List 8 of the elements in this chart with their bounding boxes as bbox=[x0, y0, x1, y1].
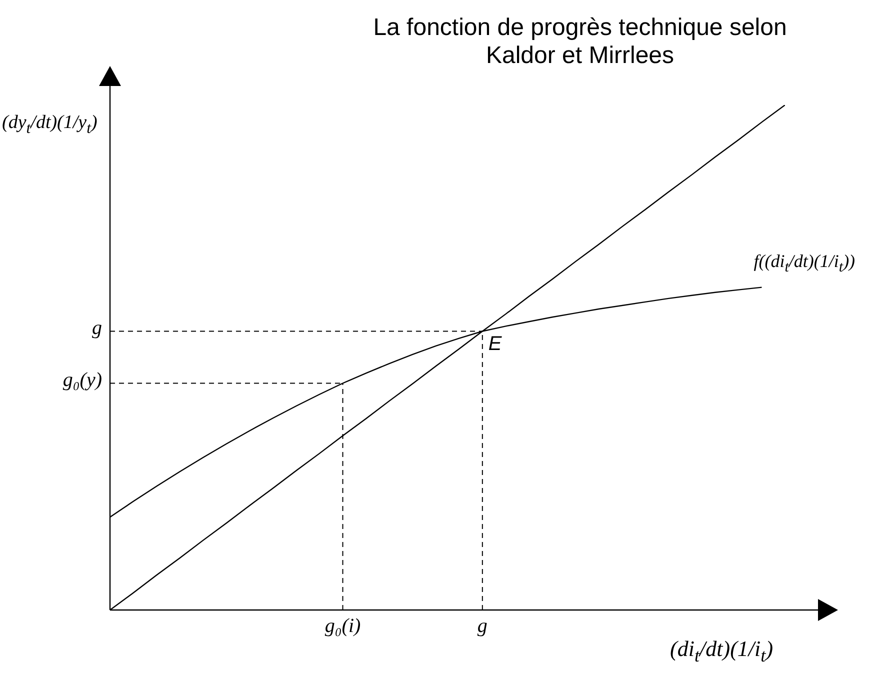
y-axis-title: (dy$_{t}$/dt)(1/y$_{t}$) bbox=[2, 112, 98, 138]
ref-line-label: g bbox=[92, 317, 102, 340]
ref-line-label: g₀(y) bbox=[62, 369, 102, 392]
x-tick-label: g₀(i) bbox=[324, 615, 362, 638]
annotation: E bbox=[488, 333, 502, 356]
chart-title: La fonction de progrès technique selon Kaldor et Mirrlees bbox=[372, 14, 788, 70]
x-axis-title: (di$_{t}$/dt)(1/i$_{t}$) bbox=[670, 636, 774, 666]
series-label: f((di$_{t}$/dt)(1/i$_{t}$)) bbox=[754, 251, 856, 277]
